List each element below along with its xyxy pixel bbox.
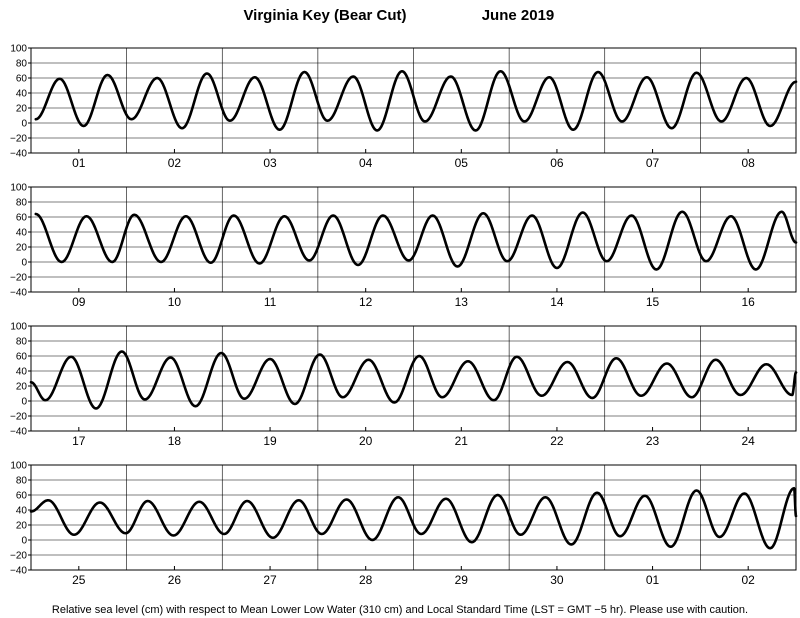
- y-tick-label: 0: [21, 536, 27, 547]
- y-tick-label: 100: [10, 322, 27, 333]
- day-label: 01: [646, 573, 660, 587]
- y-tick-label: 40: [16, 506, 28, 517]
- tide-curve: [34, 210, 798, 271]
- day-label: 11: [264, 295, 277, 309]
- day-label: 01: [72, 156, 86, 170]
- y-tick-label: 40: [16, 228, 28, 239]
- y-tick-label: 60: [16, 352, 28, 363]
- y-tick-label: 20: [16, 382, 28, 393]
- day-label: 13: [455, 295, 469, 309]
- y-tick-label: 80: [16, 476, 28, 487]
- y-tick-label: 80: [16, 337, 28, 348]
- day-label: 07: [646, 156, 660, 170]
- day-label: 16: [742, 295, 756, 309]
- day-label: 29: [455, 573, 469, 587]
- day-label: 19: [263, 434, 277, 448]
- day-label: 04: [359, 156, 373, 170]
- tide-curve: [34, 69, 798, 132]
- day-label: 14: [550, 295, 564, 309]
- y-tick-label: 100: [10, 183, 27, 194]
- y-tick-label: 60: [16, 213, 28, 224]
- y-tick-label: 100: [10, 44, 27, 55]
- y-tick-label: 60: [16, 491, 28, 502]
- panel-4: 100 80 60 40 20 0 −20 −40 25 26 27 28 29 30 01 02: [10, 461, 798, 587]
- y-tick-label: −20: [10, 273, 27, 284]
- y-tick-label: −20: [10, 412, 27, 423]
- y-tick-label: 60: [16, 74, 28, 85]
- y-tick-label: −40: [10, 566, 27, 577]
- y-tick-label: 20: [16, 243, 28, 254]
- day-label: 20: [359, 434, 373, 448]
- day-label: 17: [72, 434, 86, 448]
- y-tick-label: −40: [10, 427, 27, 438]
- y-tick-label: 80: [16, 198, 28, 209]
- day-label: 02: [742, 573, 756, 587]
- day-label: 22: [550, 434, 564, 448]
- panel-1: 100 80 60 40 20 0 −20 −40 01 02 03 04 05 06 07 08: [10, 44, 798, 170]
- day-label: 09: [72, 295, 86, 309]
- chart-title-station: Virginia Key (Bear Cut): [243, 7, 406, 24]
- day-label: 05: [455, 156, 469, 170]
- day-label: 30: [550, 573, 564, 587]
- y-tick-label: 20: [16, 104, 28, 115]
- day-label: 21: [455, 434, 469, 448]
- day-label: 24: [742, 434, 756, 448]
- tide-curve: [29, 350, 798, 410]
- y-tick-label: −40: [10, 149, 27, 160]
- day-label: 25: [72, 573, 86, 587]
- day-label: 10: [168, 295, 182, 309]
- y-tick-label: 40: [16, 367, 28, 378]
- tide-curve: [29, 486, 798, 550]
- day-label: 02: [168, 156, 182, 170]
- day-label: 26: [168, 573, 182, 587]
- day-label: 27: [263, 573, 277, 587]
- day-label: 28: [359, 573, 373, 587]
- day-label: 03: [263, 156, 277, 170]
- y-tick-label: −40: [10, 288, 27, 299]
- day-label: 06: [550, 156, 564, 170]
- y-tick-label: 100: [10, 461, 27, 472]
- day-label: 18: [168, 434, 182, 448]
- y-tick-label: 40: [16, 89, 28, 100]
- panel-2: 100 80 60 40 20 0 −20 −40 09 10 11 12 13 14 15 16: [10, 183, 798, 309]
- y-tick-label: −20: [10, 551, 27, 562]
- y-tick-label: 80: [16, 59, 28, 70]
- day-label: 15: [646, 295, 660, 309]
- y-tick-label: 20: [16, 521, 28, 532]
- day-label: 23: [646, 434, 660, 448]
- y-tick-label: 0: [21, 119, 27, 130]
- chart-title-month: June 2019: [482, 7, 555, 24]
- y-tick-label: 0: [21, 258, 27, 269]
- chart-footnote: Relative sea level (cm) with respect to …: [52, 604, 748, 616]
- y-tick-label: 0: [21, 397, 27, 408]
- day-label: 08: [742, 156, 756, 170]
- day-label: 12: [359, 295, 373, 309]
- panel-3: 100 80 60 40 20 0 −20 −40 17 18 19 20 21 22 23 24: [10, 322, 798, 448]
- y-tick-label: −20: [10, 134, 27, 145]
